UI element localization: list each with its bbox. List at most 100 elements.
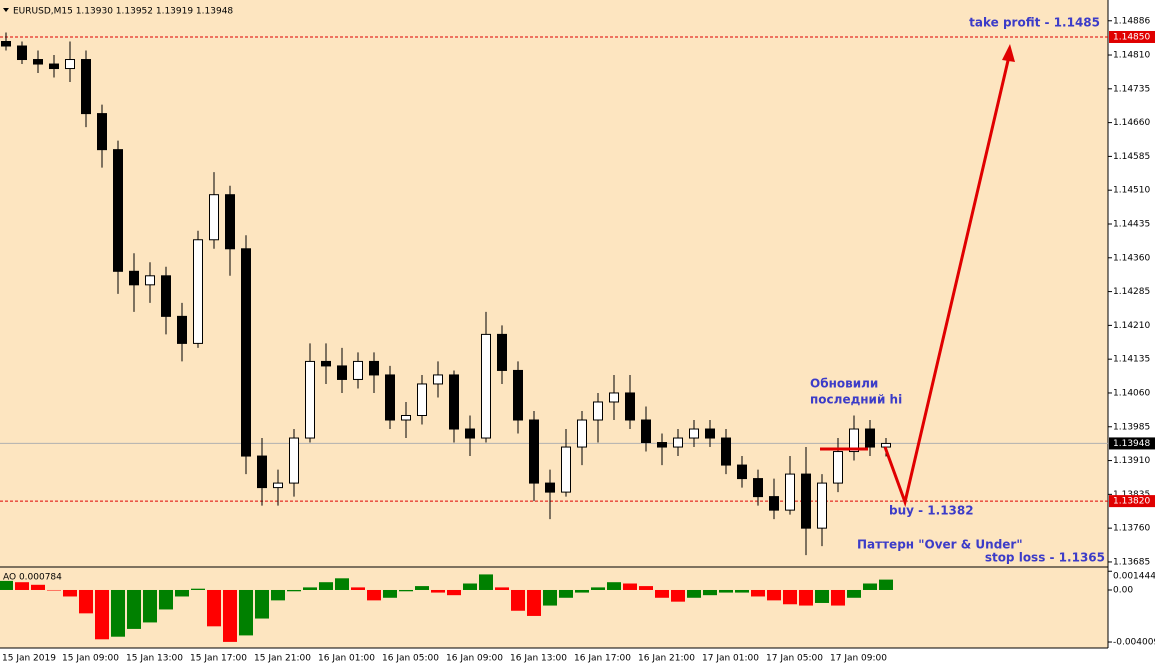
level-box — [1109, 437, 1155, 450]
candle-body — [33, 59, 43, 65]
candle-body — [369, 360, 379, 376]
histogram-bar — [399, 589, 413, 592]
histogram-bar — [607, 582, 621, 590]
histogram-bar — [671, 589, 685, 602]
x-tick-label: 15 Jan 2019 — [2, 654, 56, 664]
annotation: take profit - 1.1485 — [969, 16, 1100, 30]
candle-body — [881, 442, 891, 448]
histogram-bar — [863, 583, 877, 590]
x-tick-label: 16 Jan 17:00 — [574, 654, 631, 664]
y-tick-label: 1.14435 — [1113, 219, 1150, 229]
candle-body — [657, 442, 667, 448]
y-tick-label: -0.004009 — [1113, 638, 1155, 648]
x-tick-label: 15 Jan 21:00 — [254, 654, 311, 664]
histogram-bar — [783, 589, 797, 605]
y-tick-label: 1.14886 — [1113, 16, 1150, 26]
histogram-bar — [751, 589, 765, 597]
histogram-bar — [0, 580, 13, 590]
candle-body — [1, 40, 11, 47]
time-axis — [0, 648, 1108, 667]
histogram-bar — [111, 589, 125, 637]
candle-body — [865, 428, 875, 448]
histogram-bar — [559, 589, 573, 598]
histogram-bar — [623, 583, 637, 590]
candle-body — [593, 401, 603, 421]
annotation: buy - 1.1382 — [889, 504, 974, 518]
forecast-arrow — [883, 51, 1012, 508]
candle-body — [785, 473, 795, 511]
histogram-bar — [351, 587, 365, 590]
histogram-bar — [15, 582, 29, 590]
histogram-bar — [63, 589, 77, 597]
candle-body — [769, 496, 779, 511]
candle-body — [129, 270, 139, 286]
histogram-bar — [591, 587, 605, 590]
histogram-bar — [367, 589, 381, 601]
x-tick-label: 17 Jan 09:00 — [830, 654, 887, 664]
candle-body — [529, 419, 539, 484]
candle-body — [193, 239, 203, 344]
candle-body — [545, 482, 555, 493]
candle-body — [817, 482, 827, 529]
candle-body — [305, 360, 315, 439]
y-tick-label: 0.00 — [1113, 585, 1133, 595]
y-tick-label: 1.13760 — [1113, 524, 1150, 534]
candle-body — [609, 392, 619, 403]
y-tick-label: 1.14135 — [1113, 355, 1150, 365]
histogram-bar — [207, 589, 221, 627]
candle-body — [721, 437, 731, 466]
x-tick-label: 17 Jan 05:00 — [766, 654, 823, 664]
level-label: 1.13820 — [1113, 497, 1150, 507]
annotation: stop loss - 1.1365 — [985, 551, 1105, 565]
y-tick-label: 1.14735 — [1113, 84, 1150, 94]
level-label: 1.14850 — [1113, 32, 1150, 42]
y-tick-label: 0.001444 — [1113, 572, 1155, 582]
histogram-bar — [143, 589, 157, 623]
histogram-bar — [815, 589, 829, 603]
candle-body — [337, 365, 347, 380]
candle-body — [353, 360, 363, 380]
y-tick-label: 1.14585 — [1113, 152, 1150, 162]
histogram-bar — [223, 589, 237, 642]
candle-body — [833, 451, 843, 484]
y-tick-label: 1.14285 — [1113, 287, 1150, 297]
histogram-bar — [527, 589, 541, 616]
histogram-bar — [719, 589, 733, 593]
marks: 1.14886 1.14810 1.14735 1.14660 1.14585 1.145… — [0, 16, 1155, 664]
histogram-bar — [463, 583, 477, 590]
histogram-bar — [495, 587, 509, 590]
candle-body — [161, 275, 171, 317]
histogram-bar — [319, 582, 333, 590]
histogram-bar — [95, 589, 109, 640]
histogram-bar — [735, 589, 749, 593]
histogram-bar — [383, 589, 397, 598]
candle-body — [257, 455, 267, 489]
x-tick-label: 16 Jan 01:00 — [318, 654, 375, 664]
candle-body — [209, 194, 219, 241]
histogram-bar — [687, 589, 701, 598]
candle-body — [225, 194, 235, 250]
candle-body — [705, 428, 715, 439]
histogram-bar — [335, 578, 349, 590]
histogram-bar — [847, 589, 861, 598]
candle-body — [497, 333, 507, 371]
price-axis — [1108, 0, 1155, 667]
histogram-bar — [287, 589, 301, 592]
annotation: Обновили — [810, 377, 878, 391]
y-tick-label: 1.13685 — [1113, 557, 1150, 567]
candle-body — [385, 374, 395, 421]
y-tick-label: 1.14510 — [1113, 186, 1150, 196]
x-tick-label: 15 Jan 17:00 — [190, 654, 247, 664]
y-tick-label: 1.14660 — [1113, 118, 1150, 128]
histogram-bar — [175, 589, 189, 597]
annotation: последний hi — [810, 393, 902, 407]
candle-body — [401, 414, 411, 421]
histogram-bar — [655, 589, 669, 598]
candle-body — [641, 419, 651, 444]
candle-body — [97, 113, 107, 151]
x-tick-label: 17 Jan 01:00 — [702, 654, 759, 664]
histogram-bar — [127, 589, 141, 629]
candle-body — [737, 464, 747, 480]
